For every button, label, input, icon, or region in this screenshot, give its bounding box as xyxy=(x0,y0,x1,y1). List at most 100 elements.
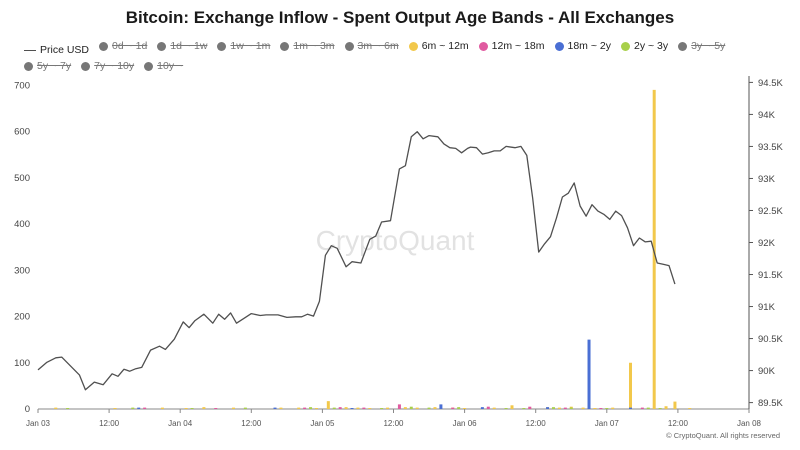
bar-12m-18m xyxy=(599,408,603,409)
bar-2y-3y xyxy=(131,407,135,409)
legend-label: 5y ~ 7y xyxy=(37,60,72,72)
y-right-tick-label: 93.5K xyxy=(758,142,783,153)
legend-item-10y[interactable]: 10y ~ xyxy=(144,58,183,74)
legend-item-3y-5y[interactable]: 3y ~ 5y xyxy=(678,38,725,54)
bar-2y-3y xyxy=(569,407,573,409)
price-line xyxy=(37,131,676,391)
x-tick-label: 12:00 xyxy=(241,419,262,428)
legend-label: 10y ~ xyxy=(157,60,184,72)
y-right-tick-label: 90.5K xyxy=(758,334,783,345)
y-left-tick-label: 100 xyxy=(14,358,30,369)
legend-label: Price USD xyxy=(40,44,90,56)
bar-6m-12m xyxy=(297,407,301,409)
bar-2y-3y xyxy=(332,407,336,409)
bar-6m-12m xyxy=(386,407,390,409)
x-tick-label: 12:00 xyxy=(526,419,547,428)
bar-2y-3y xyxy=(522,408,526,409)
y-right-tick-label: 92.5K xyxy=(758,206,783,217)
legend-label: 7y ~ 10y xyxy=(94,60,135,72)
y-right-tick-label: 90K xyxy=(758,366,776,377)
y-left-tick-label: 200 xyxy=(14,312,30,323)
bar-6m-12m xyxy=(202,407,206,409)
legend: Price USD 0d ~ 1d 1d ~ 1w 1w ~ 1m 1m ~ 3m 3m … xyxy=(24,38,784,76)
y-right-ticks: 89.5K 90K 90.5K 91K 91.5K 92K 92.5K 93K 93.5K 94K… xyxy=(749,78,783,409)
bar-2y-3y xyxy=(551,407,555,409)
x-tick-label: Jan 04 xyxy=(168,419,193,428)
x-ticks: Jan 03 12:00 Jan 04 12:00 Jan 05 12:00 Jan 06 1… xyxy=(26,409,762,428)
bar-6m-12m xyxy=(184,408,188,409)
bar-6m-12m xyxy=(433,407,437,409)
legend-swatch xyxy=(344,41,354,51)
legend-item-3m-6m[interactable]: 3m ~ 6m xyxy=(344,38,399,54)
x-tick-label: Jan 08 xyxy=(737,419,762,428)
bar-2y-3y xyxy=(427,407,431,409)
legend-label: 2y ~ 3y xyxy=(633,40,669,52)
bar-2y-3y xyxy=(605,408,609,409)
y-right-tick-label: 91.5K xyxy=(758,270,783,281)
bar-18m-2y xyxy=(480,407,484,409)
legend-item-price-usd[interactable]: Price USD xyxy=(24,42,89,58)
copyright-footer: © CryptoQuant. All rights reserved xyxy=(666,431,780,440)
legend-label: 3y ~ 5y xyxy=(691,40,726,52)
bar-6m-12m xyxy=(356,407,360,409)
y-right-tick-label: 92K xyxy=(758,238,776,249)
y-left-tick-label: 600 xyxy=(14,127,30,138)
legend-swatch xyxy=(99,41,109,51)
watermark: CryptoQuant xyxy=(316,225,475,256)
bars xyxy=(54,89,692,409)
bar-18m-2y xyxy=(273,407,277,409)
legend-item-1w-1m[interactable]: 1w ~ 1m xyxy=(217,38,270,54)
legend-item-6m-12m[interactable]: 6m ~ 12m xyxy=(408,38,469,54)
y-left-tick-label: 400 xyxy=(14,219,30,230)
legend-swatch xyxy=(478,41,488,51)
legend-swatch xyxy=(217,41,227,51)
legend-swatch xyxy=(24,49,36,51)
y-left-tick-label: 700 xyxy=(14,80,30,91)
legend-item-2y-3y[interactable]: 2y ~ 3y xyxy=(620,38,669,54)
bar-18m-2y xyxy=(546,407,550,409)
bar-6m-12m xyxy=(581,407,585,409)
bar-6m-12m xyxy=(54,407,58,409)
y-right-tick-label: 94.5K xyxy=(758,78,783,89)
legend-label: 1m ~ 3m xyxy=(293,40,335,52)
legend-item-1d-1w[interactable]: 1d ~ 1w xyxy=(157,38,207,54)
y-left-ticks: 0 100 200 300 400 500 600 700 xyxy=(14,80,30,415)
legend-item-5y-7y[interactable]: 5y ~ 7y xyxy=(24,58,71,74)
chart-title: Bitcoin: Exchange Inflow - Spent Output … xyxy=(125,8,675,27)
legend-swatch xyxy=(408,41,418,51)
bar-6m-12m xyxy=(326,401,330,409)
bar-2y-3y xyxy=(380,408,384,409)
x-tick-label: Jan 07 xyxy=(595,419,620,428)
x-tick-label: Jan 06 xyxy=(453,419,478,428)
legend-label: 0d ~ 1d xyxy=(112,40,148,52)
bar-6m-12m xyxy=(664,406,668,409)
legend-swatch xyxy=(554,41,564,51)
legend-item-7y-10y[interactable]: 7y ~ 10y xyxy=(81,58,134,74)
bar-12m-18m xyxy=(214,408,218,409)
bar-12m-18m xyxy=(338,407,342,409)
legend-swatch xyxy=(678,41,688,51)
legend-swatch xyxy=(280,41,290,51)
legend-item-1m-3m[interactable]: 1m ~ 3m xyxy=(280,38,335,54)
legend-swatch xyxy=(144,61,154,71)
y-left-tick-label: 300 xyxy=(14,265,30,276)
legend-swatch xyxy=(24,61,33,71)
bar-6m-12m xyxy=(652,89,656,409)
bar-2y-3y xyxy=(504,408,508,409)
legend-item-18m-2y[interactable]: 18m ~ 2y xyxy=(554,38,611,54)
bar-6m-12m xyxy=(279,407,283,409)
legend-item-0d-1d[interactable]: 0d ~ 1d xyxy=(99,38,147,54)
bar-6m-12m xyxy=(629,362,632,409)
bar-12m-18m xyxy=(362,407,366,409)
legend-label: 1w ~ 1m xyxy=(230,40,271,52)
legend-label: 12m ~ 18m xyxy=(491,40,545,52)
legend-item-12m-18m[interactable]: 12m ~ 18m xyxy=(478,38,545,54)
bar-2y-3y xyxy=(66,408,70,409)
price-line-group xyxy=(37,131,676,391)
legend-swatch xyxy=(620,41,630,51)
y-left-tick-label: 0 xyxy=(25,404,30,415)
bar-6m-12m xyxy=(113,408,117,409)
bar-6m-12m xyxy=(593,408,597,409)
y-left-tick-label: 500 xyxy=(14,173,30,184)
